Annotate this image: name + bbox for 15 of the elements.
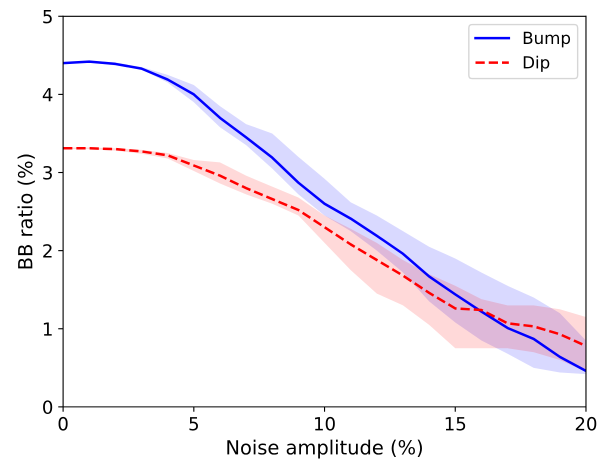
legend-label: Bump — [524, 32, 570, 48]
x-tick-label: 0 — [58, 416, 68, 431]
y-tick-label: 2 — [43, 244, 52, 258]
y-tick-label: 0 — [43, 400, 52, 414]
x-tick-label: 5 — [189, 417, 198, 431]
x-tick-label: 20 — [576, 416, 596, 431]
y-axis-title: BB ratio (%) — [18, 154, 35, 268]
y-tick-label: 3 — [43, 166, 52, 180]
y-tick-label: 1 — [44, 322, 52, 336]
x-axis-title: Noise amplitude (%) — [227, 440, 422, 458]
x-tick-label: 15 — [446, 417, 466, 431]
y-tick-label: 4 — [42, 88, 52, 102]
x-tick-label: 10 — [315, 416, 335, 431]
legend-label: Dip — [524, 56, 550, 72]
y-tick-label: 5 — [43, 10, 52, 24]
